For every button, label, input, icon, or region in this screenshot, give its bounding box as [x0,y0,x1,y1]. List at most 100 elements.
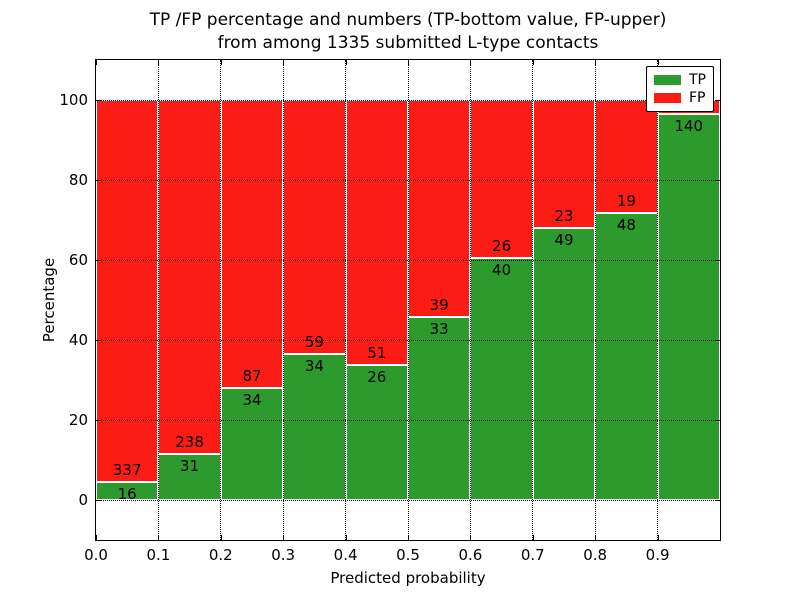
chart-title-line2: from among 1335 submitted L-type contact… [217,33,599,53]
chart-title-line1: TP /FP percentage and numbers (TP-bottom… [149,10,667,30]
y-tick-mark [96,500,101,501]
fp-count-label: 26 [492,236,512,255]
bar-tp-segment [345,364,408,500]
gridline-vertical [345,60,347,540]
x-tick-mark [657,535,659,540]
x-tick-label: 0.3 [271,546,296,564]
x-tick-mark [657,60,659,65]
x-tick-mark [595,60,597,65]
x-tick-label: 0.2 [208,546,233,564]
x-tick-mark [220,535,222,540]
x-tick-mark [158,535,160,540]
x-tick-label: 0.4 [333,546,358,564]
plot-area: 16 337 31 238 34 87 34 59 26 51 33 39 40 26 49 23 48 19 14… [95,59,721,541]
x-tick-label: 0.8 [583,546,608,564]
fp-count-label: 39 [429,295,449,314]
x-tick-label: 0.9 [645,546,670,564]
bar-fp-segment [470,100,533,258]
tp-count-label: 34 [304,356,324,375]
y-tick-mark [96,180,101,181]
fp-count-label: 59 [304,332,324,351]
tp-count-label: 31 [180,456,200,475]
x-tick-mark [158,60,160,65]
bar-fp-segment [532,100,596,228]
x-tick-label: 0.7 [520,546,545,564]
tp-count-label: 34 [242,390,262,409]
bar-tp-segment [595,213,658,500]
x-tick-mark [408,60,409,65]
x-tick-mark [345,535,347,540]
bar-fp-segment [96,100,159,482]
x-tick-mark [220,60,222,65]
gridline-vertical [469,60,471,540]
legend-label-fp: FP [689,90,706,106]
gridline-vertical [657,60,659,540]
y-tick-mark [715,340,720,341]
x-tick-mark [408,535,409,540]
bar-fp-segment [345,100,408,365]
chart-title: TP /FP percentage and numbers (TP-bottom… [96,9,720,55]
gridline-vertical [532,60,534,540]
y-tick-mark [715,100,720,101]
y-tick-mark [96,420,101,421]
y-tick-label: 0 [78,491,88,509]
bar-tp-segment [532,227,596,500]
fp-color-swatch [654,93,681,103]
gridline-vertical [594,60,596,540]
bar-fp-segment [158,100,221,454]
fp-count-label: 23 [554,206,574,225]
x-tick-mark [470,535,472,540]
x-tick-mark [345,60,347,65]
x-tick-mark [532,535,534,540]
bar-fp-segment [283,100,346,354]
bar-tp-segment [657,113,720,500]
bar-tp-segment [283,353,346,500]
x-tick-mark [470,60,472,65]
tp-count-label: 33 [429,319,449,338]
gridline-vertical [220,60,222,540]
tp-count-label: 26 [367,367,387,386]
tp-count-label: 49 [554,230,574,249]
bar-tp-segment [470,257,533,500]
y-tick-mark [715,500,720,501]
y-tick-mark [715,180,720,181]
tp-color-swatch [654,75,681,85]
legend-item-tp: TP [654,71,706,89]
legend: TP FP [646,66,714,112]
bar-fp-segment [220,100,284,388]
y-tick-label: 100 [59,91,88,109]
bar-tp-segment [96,481,159,500]
fp-count-label: 337 [112,460,142,479]
fp-count-label: 19 [616,192,636,211]
y-tick-label: 80 [68,171,88,189]
x-tick-mark [283,60,285,65]
y-tick-mark [96,100,101,101]
x-tick-label: 0.6 [458,546,483,564]
y-tick-mark [96,260,101,261]
x-axis-label: Predicted probability [330,569,486,587]
bar-tp-segment [158,453,221,500]
bar-tp-segment [408,316,471,500]
fp-count-label: 87 [242,366,262,385]
bar-fp-segment [408,100,471,317]
x-tick-mark [532,60,534,65]
gridline-vertical [282,60,284,540]
y-tick-label: 40 [68,331,88,349]
x-tick-label: 0.1 [146,546,171,564]
bar-fp-segment [595,100,658,214]
fp-count-label: 238 [175,432,204,451]
legend-label-tp: TP [689,72,706,88]
x-tick-label: 0.0 [84,546,108,564]
y-axis-label: Percentage [40,257,58,343]
y-tick-mark [96,340,101,341]
legend-item-fp: FP [654,89,706,107]
tp-count-label: 16 [117,484,137,503]
bar-tp-segment [220,387,284,500]
y-tick-label: 60 [68,251,88,269]
x-tick-mark [595,535,597,540]
x-tick-mark [283,535,285,540]
x-tick-label: 0.5 [396,546,420,564]
tp-count-label: 40 [492,260,512,279]
fp-count-label: 51 [367,343,387,362]
